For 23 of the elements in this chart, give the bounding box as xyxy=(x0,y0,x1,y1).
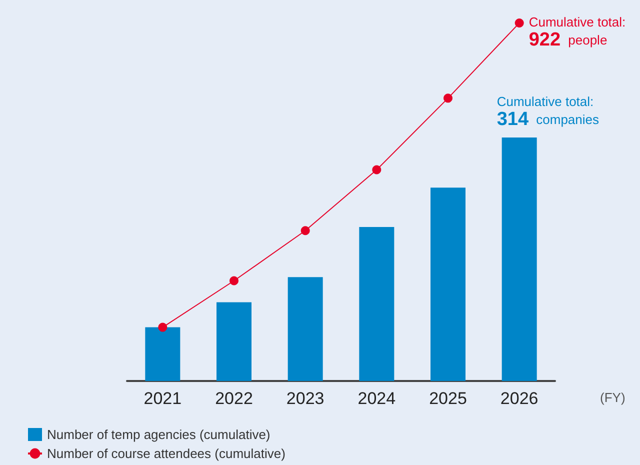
bar xyxy=(359,227,394,381)
bar xyxy=(502,138,537,381)
point xyxy=(514,18,524,28)
bar xyxy=(216,302,252,381)
x-axis-title: (FY) xyxy=(600,390,626,405)
annotation: Cumulative total: 314 companies xyxy=(496,94,600,130)
legend-label: Number of temp agencies (cumulative) xyxy=(47,427,270,442)
point xyxy=(372,165,382,174)
x-tick-label: 2024 xyxy=(358,389,396,408)
legend-label: Number of course attendees (cumulative) xyxy=(47,446,286,461)
x-tick-label: 2021 xyxy=(144,389,182,408)
bar xyxy=(430,188,466,381)
point xyxy=(158,322,168,332)
annotation: Cumulative total: 922 people xyxy=(528,14,626,50)
bar xyxy=(288,277,323,381)
x-tick-label: 2023 xyxy=(286,389,324,408)
point xyxy=(230,276,238,286)
x-tick-label: 2025 xyxy=(429,389,467,408)
point xyxy=(300,226,310,236)
x-tick-label: 2026 xyxy=(500,389,538,408)
x-tick-label: 2022 xyxy=(215,389,253,408)
bar xyxy=(145,327,180,381)
point xyxy=(444,94,452,103)
